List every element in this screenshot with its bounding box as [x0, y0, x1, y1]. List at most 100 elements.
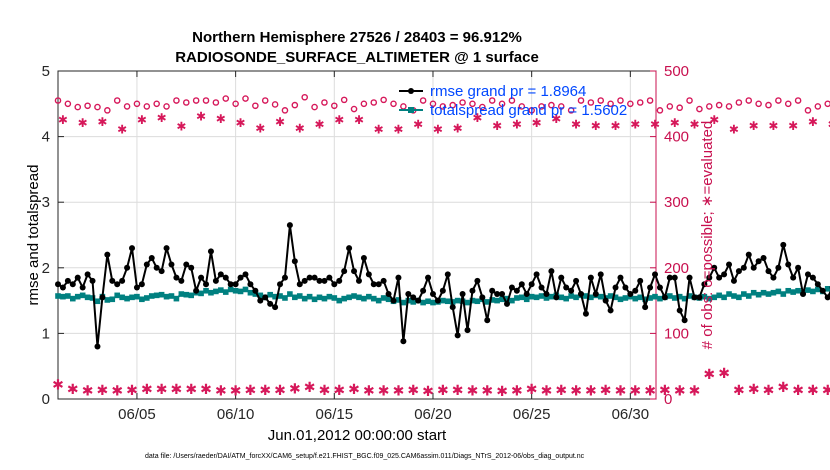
spread-point [326, 293, 333, 300]
spread-point [346, 294, 352, 301]
legend-rmse-label: rmse grand pr = 1.8964 [430, 83, 586, 100]
spread-point [65, 293, 71, 299]
possible-point [814, 103, 822, 110]
possible-point [666, 103, 674, 110]
spread-point [272, 293, 278, 300]
evaluated-point: ✱ [274, 383, 286, 399]
rmse-point [114, 281, 121, 288]
rmse-point [355, 277, 362, 284]
rmse-point [819, 287, 826, 294]
spread-point [632, 295, 639, 302]
evaluated-point-top: ✱ [768, 119, 778, 133]
evaluated-point: ✱ [467, 383, 479, 399]
rmse-point [582, 310, 589, 317]
rmse-point [661, 294, 668, 301]
evaluated-point-top: ✱ [433, 123, 443, 137]
rmse-point [129, 245, 136, 252]
footer-datafile: data file: /Users/raeder/DAI/ATM_forcXX/… [145, 453, 585, 460]
rmse-point [642, 304, 649, 311]
rmse-point [64, 277, 71, 284]
rmse-point [494, 291, 501, 298]
spread-point [647, 295, 653, 301]
rmse-point [637, 277, 644, 284]
rmse-point [104, 251, 111, 258]
possible-point [301, 93, 308, 101]
spread-point [583, 293, 589, 299]
rmse-point [563, 284, 570, 291]
rmse-point [380, 277, 387, 284]
evaluated-point: ✱ [67, 382, 79, 398]
rmse-point [444, 271, 451, 278]
evaluated-point: ✱ [156, 382, 168, 398]
rmse-point [691, 294, 698, 301]
possible-point [775, 97, 782, 104]
x-axis-label: Jun.01,2012 00:00:00 start [268, 427, 447, 444]
rmse-point [267, 300, 274, 307]
rmse-point [612, 284, 619, 291]
spread-point [316, 294, 323, 301]
rmse-point [163, 245, 170, 252]
spread-point [504, 295, 510, 302]
rmse-point [375, 281, 382, 288]
evaluated-point: ✱ [615, 383, 627, 399]
evaluated-point-top: ✱ [591, 119, 601, 133]
possible-point [429, 100, 437, 108]
rmse-point [765, 268, 772, 275]
possible-point [636, 99, 644, 106]
possible-point [271, 101, 279, 108]
spread-point [267, 291, 273, 298]
spread-point [642, 296, 648, 303]
chart-subtitle: RADIOSONDE_SURFACE_ALTIMETER @ 1 surface [175, 49, 539, 66]
evaluated-point-top: ✱ [532, 116, 542, 130]
rmse-point [188, 264, 195, 271]
rmse-point [523, 291, 530, 298]
y-right-tick-label: 500 [664, 63, 689, 80]
evaluated-point-top: ✱ [354, 113, 364, 127]
spread-point [257, 292, 264, 299]
spread-point [657, 295, 663, 302]
evaluated-point: ✱ [304, 380, 316, 396]
evaluated-point-top: ✱ [176, 119, 186, 133]
evaluated-point-top: ✱ [196, 110, 206, 124]
spread-point [731, 293, 737, 299]
rmse-point [730, 277, 737, 284]
possible-point [94, 103, 101, 111]
rmse-point [74, 274, 81, 281]
rmse-point [647, 284, 654, 291]
spread-point [104, 297, 111, 303]
possible-point [370, 99, 378, 106]
rmse-point [597, 271, 604, 278]
spread-point [770, 289, 777, 296]
evaluated-point: ✱ [407, 383, 419, 399]
evaluated-point: ✱ [422, 384, 434, 400]
rmse-point [533, 271, 540, 278]
rmse-point [390, 297, 397, 304]
spread-point [134, 293, 140, 300]
rmse-point [321, 277, 328, 284]
possible-point [439, 103, 447, 110]
evaluated-point-top: ✱ [275, 115, 285, 129]
rmse-point [237, 274, 244, 281]
evaluated-point-top: ✱ [650, 117, 660, 131]
spread-point [188, 292, 195, 299]
spread-point [341, 295, 347, 302]
spread-point [380, 295, 387, 301]
spread-point [395, 297, 402, 303]
spread-point [617, 296, 624, 303]
spread-point [375, 297, 382, 304]
evaluated-point: ✱ [748, 382, 760, 398]
evaluated-point-top: ✱ [788, 119, 798, 133]
rmse-point [99, 294, 106, 301]
possible-point [755, 100, 762, 108]
y-right-tick-label: 400 [664, 129, 689, 146]
rmse-point [94, 343, 101, 350]
rmse-point [760, 254, 767, 261]
evaluated-point-top: ✱ [137, 113, 147, 127]
rmse-point [553, 294, 560, 301]
spread-point [242, 286, 249, 293]
possible-point [646, 97, 654, 104]
rmse-point [780, 241, 787, 248]
spread-point [538, 293, 545, 299]
rmse-point [133, 284, 140, 291]
evaluated-point: ✱ [807, 383, 819, 399]
